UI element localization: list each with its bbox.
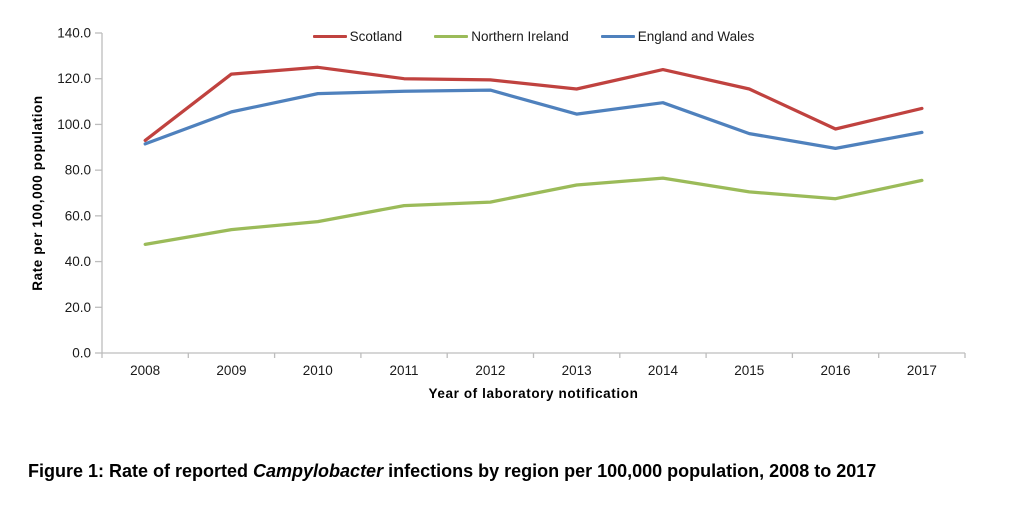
caption-text-prefix: Figure 1: Rate of reported [28, 461, 254, 481]
x-tick-label: 2008 [130, 363, 160, 378]
y-tick-label: 100.0 [57, 117, 91, 132]
series-line-northern-ireland [143, 176, 924, 247]
y-tick-label: 120.0 [57, 71, 91, 86]
y-tick-label: 140.0 [57, 26, 91, 41]
chart-canvas: 0.0 20.0 40.0 60.0 80.0 100.0 120.0 140.0 2008 20… [30, 26, 966, 401]
x-tick-label: 2009 [216, 363, 246, 378]
caption-text-suffix: infections by region per 100,000 populat… [383, 461, 877, 481]
y-tick-label: 60.0 [65, 208, 91, 223]
y-tick-label: 40.0 [65, 254, 91, 269]
x-tick-label: 2010 [303, 363, 333, 378]
y-tick-label: 0.0 [72, 346, 91, 361]
x-tick-label: 2011 [390, 363, 419, 378]
infection-rate-chart: 0.0 20.0 40.0 60.0 80.0 100.0 120.0 140.0 2008 20… [30, 26, 966, 401]
series-line-england-and-wales [143, 88, 924, 151]
x-tick-label: 2015 [734, 363, 764, 378]
x-tick-label: 2016 [821, 363, 851, 378]
figure-caption: Figure 1: Rate of reported Campylobacter… [28, 458, 993, 484]
x-tick-label: 2013 [562, 363, 592, 378]
x-tick-label: 2014 [648, 363, 679, 378]
x-tick-label: 2012 [475, 363, 505, 378]
x-tick-label: 2017 [907, 363, 937, 378]
caption-text-italic: Campylobacter [253, 461, 384, 481]
x-axis-title: Year of laboratory notification [429, 386, 639, 401]
series-line-scotland [143, 65, 924, 143]
y-axis-title: Rate per 100,000 population [30, 95, 45, 291]
y-tick-label: 20.0 [65, 300, 91, 315]
y-tick-label: 80.0 [65, 163, 91, 178]
